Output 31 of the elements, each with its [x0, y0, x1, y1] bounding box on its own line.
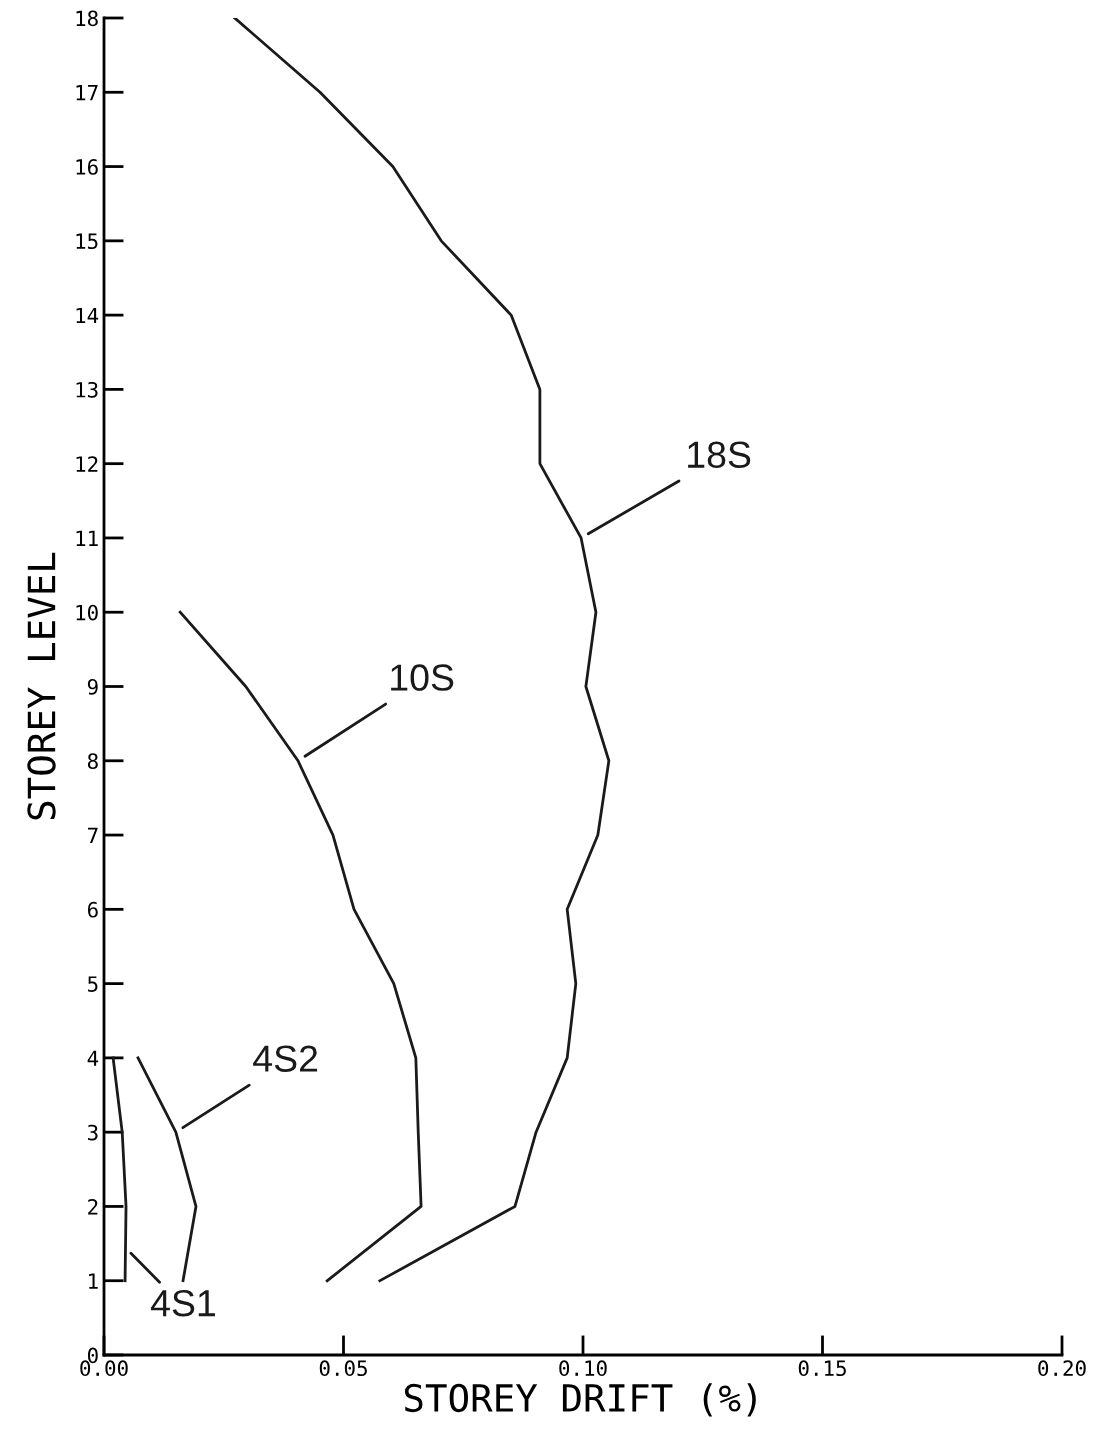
- series-label: 4S1: [150, 1289, 215, 1317]
- y-tick-label: 11: [76, 530, 98, 546]
- text: 10S: [391, 664, 454, 691]
- x-tick-label: 0.15: [798, 1360, 846, 1377]
- y-tick-label: 17: [76, 85, 98, 101]
- y-tick-label: 15: [76, 233, 98, 250]
- y-tick-label: 14: [76, 307, 99, 324]
- x-axis-title: STOREY DRIFT (%): [404, 1383, 756, 1417]
- text: 18S: [688, 441, 751, 469]
- y-tick-label: 7: [88, 827, 98, 844]
- y-tick-label: 3: [87, 1124, 98, 1141]
- y-tick-label: 10: [76, 604, 98, 621]
- y-tick-label: 9: [87, 679, 98, 695]
- y-tick-label: 12: [76, 456, 98, 472]
- x-tick-label: 0.10: [559, 1360, 607, 1377]
- y-tick-label: 8: [87, 753, 98, 770]
- line-series: [233, 18, 611, 1283]
- y-tick-label: 13: [76, 381, 98, 398]
- y-tick-label: 1: [89, 1273, 98, 1289]
- x-tick-label: 0.20: [1038, 1360, 1086, 1377]
- line-series: [111, 1056, 128, 1283]
- y-tick-label: 16: [76, 159, 98, 175]
- y-tick-label: 5: [88, 976, 98, 992]
- y-axis-title: STOREY LEVEL: [27, 552, 56, 820]
- line-series: [136, 1056, 198, 1283]
- y-tick-label: 4: [87, 1050, 99, 1066]
- x-tick-label: 0.05: [319, 1360, 367, 1377]
- y-tick-label: 2: [88, 1198, 98, 1215]
- y-tick-label: 6: [87, 901, 98, 918]
- y-tick-label: 18: [76, 10, 98, 27]
- text: 4S2: [253, 1045, 318, 1072]
